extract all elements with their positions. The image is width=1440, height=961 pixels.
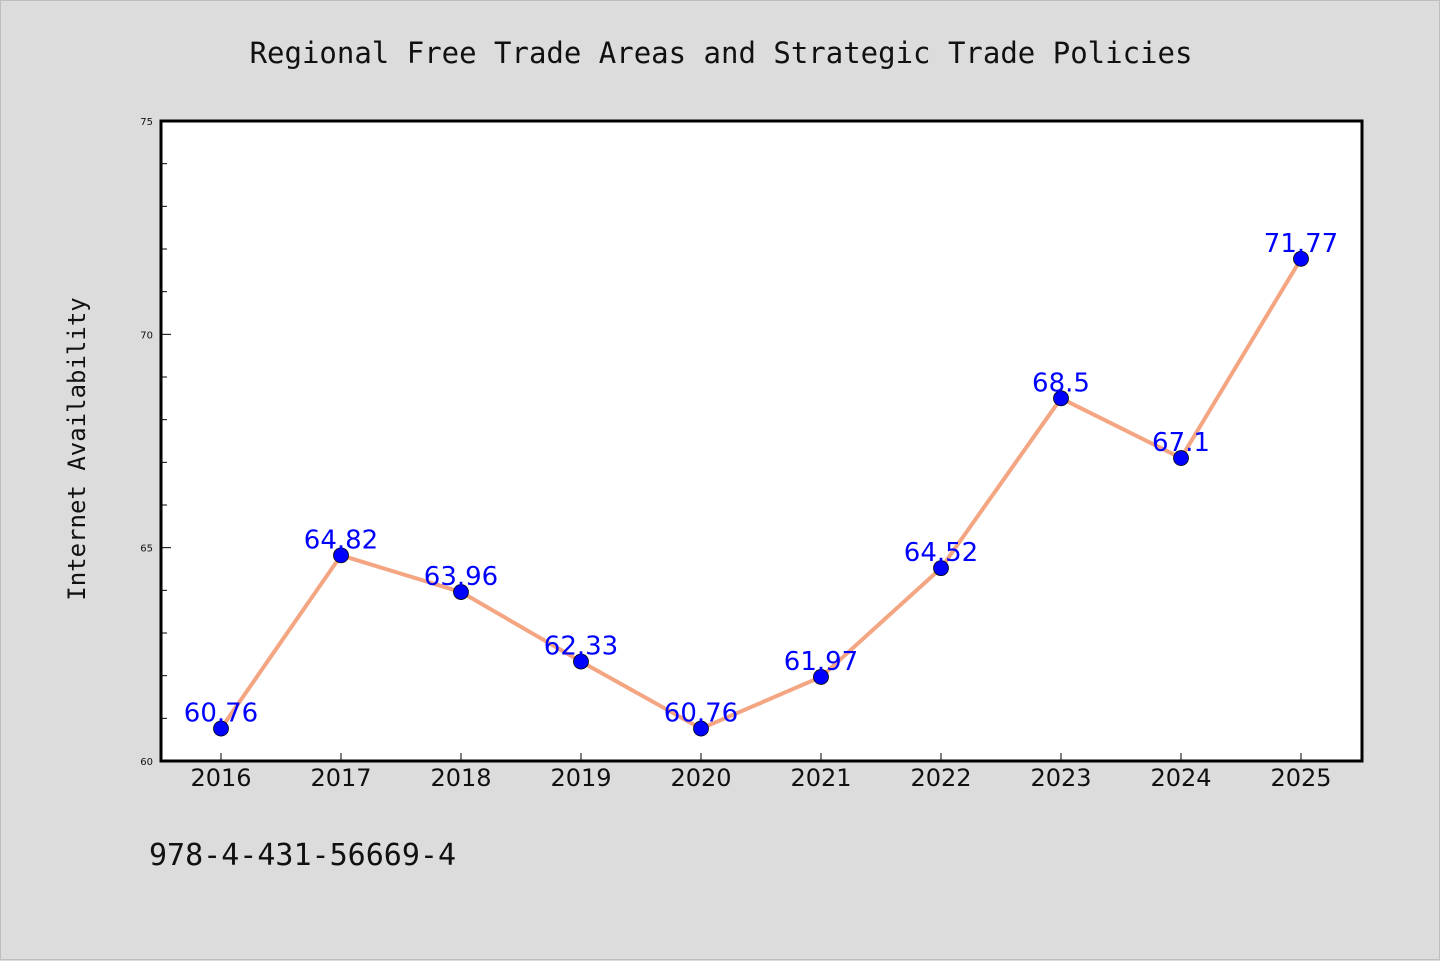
data-label: 68.5 [1032,368,1090,398]
y-tick-label: 75 [140,117,153,128]
x-tick-label: 2025 [1270,764,1331,792]
data-point [333,547,349,564]
data-point [573,653,589,670]
plot-area [159,119,1364,763]
y-axis-label: Internet Availability [63,297,91,600]
data-point [453,584,469,600]
x-tick-label: 2021 [790,764,851,792]
y-tick-label: 65 [140,544,153,555]
series-group [213,250,1309,737]
y-tick-label: 70 [140,330,153,341]
x-tick-label: 2023 [1030,764,1091,792]
y-axis: 60 65 70 75 [140,117,171,768]
x-tick-label: 2017 [310,764,371,792]
data-point [1173,450,1189,466]
data-label: 60.76 [664,699,738,729]
x-axis: 2016 2017 2018 2019 2020 2021 2022 2023 2024 2025 [190,753,1332,792]
data-label: 71.77 [1264,229,1338,259]
data-point [1293,250,1309,267]
data-label: 62.33 [544,632,618,662]
x-tick-label: 2016 [190,764,251,792]
footer-code: 978-4-431-56669-4 [149,838,456,873]
data-labels: 60.76 64.82 63.96 62.33 60.76 61.97 64.52 68.5 6… [184,229,1338,729]
data-label: 64.52 [904,538,978,568]
series-line [219,257,1303,731]
x-tick-label: 2022 [910,764,971,792]
x-tick-label: 2024 [1150,764,1211,792]
data-label: 60.76 [184,699,258,729]
data-label: 61.97 [784,647,858,677]
data-label: 64.82 [304,525,378,555]
data-point [213,720,229,737]
data-point [1053,390,1069,407]
data-point [813,669,829,685]
x-tick-label: 2020 [670,764,731,792]
chart-title: Regional Free Trade Areas and Strategic … [250,36,1193,70]
data-point [693,720,709,737]
data-label: 67.1 [1152,428,1210,458]
y-tick-label: 60 [140,757,153,768]
data-label: 63.96 [424,562,498,592]
data-point [933,560,949,577]
x-tick-label: 2019 [550,764,611,792]
x-tick-label: 2018 [430,764,491,792]
